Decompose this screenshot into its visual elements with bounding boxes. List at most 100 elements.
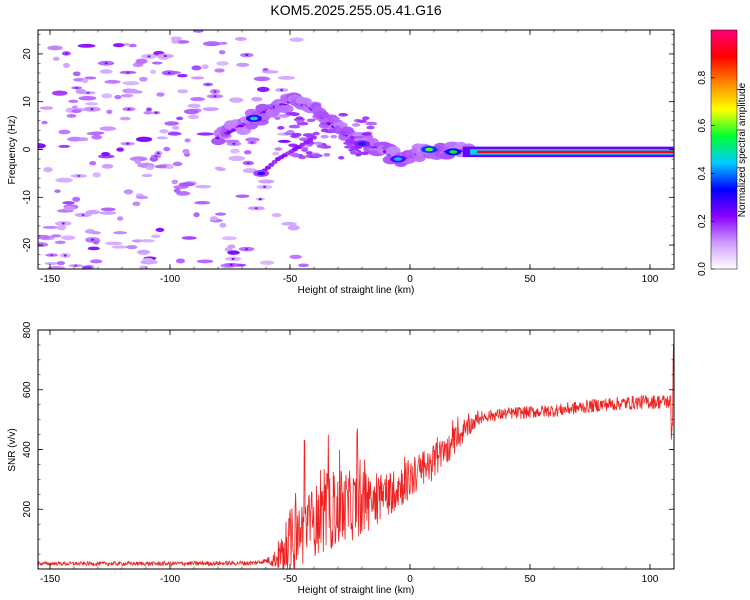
- heatmap-cell: [126, 71, 130, 74]
- heatmap-cell: [228, 155, 246, 161]
- colorbar-tick-label: 0.4: [697, 166, 708, 180]
- heatmap-cell: [86, 91, 90, 94]
- heatmap-cell: [302, 133, 315, 137]
- heatmap-cell: [104, 79, 121, 84]
- y-tick-label: 600: [22, 381, 33, 398]
- x-tick-label: 0: [407, 574, 413, 585]
- heatmap-cell: [274, 147, 283, 151]
- heatmap-cell: [89, 160, 97, 166]
- heatmap-cell: [280, 88, 284, 91]
- x-tick-label: 50: [524, 574, 536, 585]
- heatmap-cell: [125, 88, 139, 94]
- heatmap-cell: [355, 152, 362, 157]
- heatmap-cell: [135, 58, 148, 64]
- heatmap-cell: [314, 141, 323, 146]
- heatmap-cell: [286, 129, 295, 134]
- x-tick-label: -50: [283, 274, 298, 285]
- heatmap-cell: [39, 106, 54, 110]
- heatmap-cell: [221, 236, 237, 241]
- heatmap-cell: [137, 249, 151, 255]
- heatmap-cell: [263, 185, 267, 188]
- heatmap-cell: [76, 137, 89, 142]
- heatmap-cell: [177, 89, 189, 94]
- y-tick-label: 0: [22, 146, 33, 152]
- snr-y-axis: 200 400 600 800: [22, 321, 674, 570]
- heatmap-cell: [250, 141, 254, 144]
- heatmap-cell: [250, 96, 263, 102]
- snr-y-label: SNR (v/v): [7, 428, 18, 471]
- heatmap-cells: [38, 30, 674, 269]
- heatmap-cell: [151, 61, 163, 65]
- x-tick-label: 0: [407, 274, 413, 285]
- heatmap-cell: [250, 116, 258, 121]
- y-tick-label: -20: [22, 237, 33, 252]
- heatmap-cell: [257, 171, 266, 176]
- heatmap-cell: [229, 263, 233, 266]
- heatmap-cell: [289, 37, 304, 42]
- heatmap-cell: [316, 144, 326, 149]
- heatmap-cell: [154, 111, 158, 114]
- heatmap-cell: [139, 239, 156, 243]
- heatmap-cell: [163, 55, 167, 58]
- heatmap-y-label: Frequency (Hz): [7, 116, 18, 185]
- heatmap-cell: [291, 153, 301, 158]
- heatmap-cell: [272, 151, 280, 156]
- colorbar-tick-label: 0.2: [697, 214, 708, 228]
- heatmap-cell: [71, 109, 82, 114]
- heatmap-cell: [104, 62, 108, 65]
- heatmap-cell: [299, 142, 306, 147]
- heatmap-cell: [114, 95, 122, 100]
- heatmap-cell: [81, 78, 89, 84]
- heatmap-cell: [271, 213, 282, 218]
- heatmap-cell: [91, 134, 103, 140]
- heatmap-cell: [201, 64, 209, 69]
- heatmap-cell: [63, 62, 70, 69]
- heatmap-cell: [132, 201, 141, 206]
- heatmap-cell: [349, 151, 357, 155]
- heatmap-cell: [362, 116, 370, 120]
- y-tick-label: 200: [22, 500, 33, 517]
- heatmap-cell: [56, 261, 65, 266]
- heatmap-cell: [216, 61, 229, 66]
- heatmap-cell: [246, 162, 250, 165]
- heatmap-cell: [99, 69, 113, 74]
- heatmap-cell: [287, 225, 300, 231]
- chart-title: KOM5.2025.255.05.41.G16: [270, 2, 441, 18]
- heatmap-cell: [100, 152, 111, 156]
- heatmap-cell: [194, 184, 212, 189]
- snr-background: [38, 330, 674, 569]
- colorbar-tick-label: 0.6: [697, 118, 708, 132]
- y-tick-label: 800: [22, 321, 33, 338]
- heatmap-cell: [366, 125, 375, 130]
- heatmap-cell: [277, 139, 291, 143]
- heatmap-cell: [295, 116, 304, 120]
- dc-line-core: [477, 150, 674, 154]
- heatmap-cell: [259, 260, 275, 265]
- heatmap-cell: [142, 257, 154, 262]
- heatmap-cell: [156, 152, 160, 155]
- heatmap-cell: [176, 191, 191, 196]
- heatmap-cell: [167, 71, 171, 74]
- heatmap-cell: [119, 116, 131, 121]
- heatmap-cell: [258, 198, 262, 201]
- heatmap-cell: [43, 167, 53, 173]
- heatmap-x-label: Height of straight line (km): [298, 285, 415, 296]
- heatmap-cell: [87, 246, 100, 251]
- heatmap-cell: [182, 148, 190, 154]
- heatmap-cell: [288, 143, 298, 148]
- y-tick-label: 20: [22, 48, 33, 60]
- heatmap-cell: [299, 137, 308, 142]
- heatmap-cell: [181, 236, 197, 240]
- heatmap-cell: [357, 119, 368, 124]
- heatmap-cell: [142, 138, 146, 141]
- heatmap-cell: [214, 212, 227, 216]
- heatmap-cell: [156, 136, 168, 140]
- heatmap-cell: [54, 240, 66, 245]
- y-tick-label: 10: [22, 96, 33, 108]
- heatmap-cell: [50, 234, 62, 238]
- heatmap-cell: [193, 212, 200, 218]
- heatmap-cell: [254, 207, 258, 210]
- heatmap-cell: [90, 231, 101, 235]
- y-tick-label: -10: [22, 190, 33, 205]
